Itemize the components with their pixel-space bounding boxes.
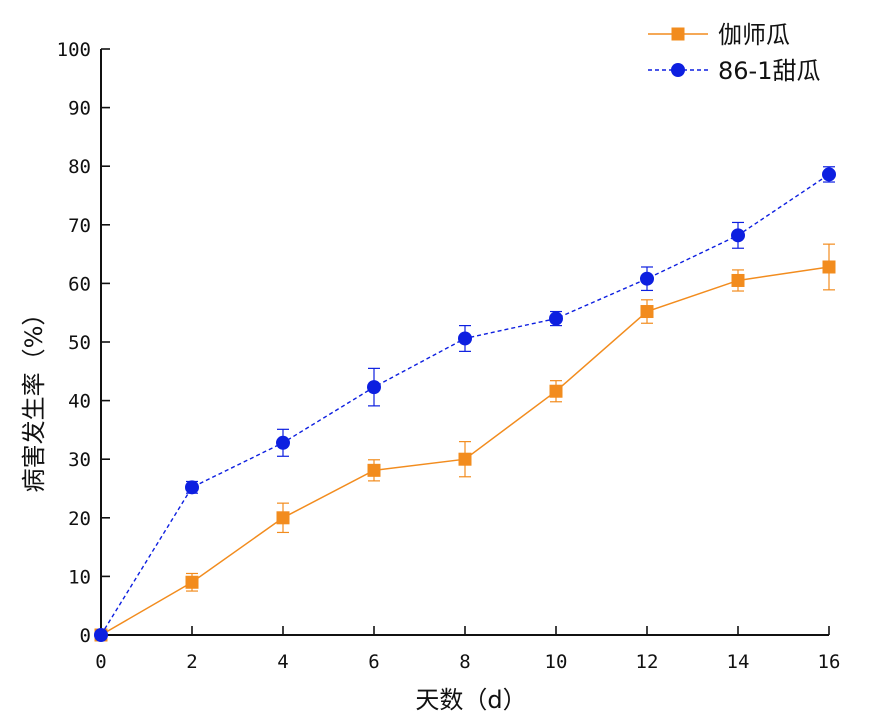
y-tick-label: 60: [68, 273, 91, 295]
y-tick-label: 10: [68, 566, 91, 588]
data-point: [458, 452, 472, 466]
data-point: [731, 228, 745, 243]
x-tick-label: 2: [186, 651, 197, 673]
y-tick-label: 80: [68, 156, 91, 178]
x-tick-label: 10: [545, 651, 568, 673]
y-tick-label: 70: [68, 215, 91, 237]
x-tick-label: 6: [368, 651, 379, 673]
legend-item-jiashi-melon: 伽师瓜: [648, 21, 790, 49]
data-point: [731, 273, 745, 287]
data-point: [185, 575, 199, 589]
legend-label-jiashi-melon: 伽师瓜: [718, 21, 790, 49]
legend-marker-86-1-melon: [671, 63, 685, 77]
data-point: [94, 628, 108, 642]
x-tick-label: 12: [636, 651, 659, 673]
x-tick-label: 16: [818, 651, 841, 673]
y-tick-label: 90: [68, 98, 91, 120]
legend: 伽师瓜 86-1甜瓜: [648, 21, 820, 85]
y-axis-title: 病害发生率（%）: [20, 302, 48, 493]
x-tick-label: 0: [95, 651, 106, 673]
y-tick-label: 30: [68, 449, 91, 471]
y-tick-label: 100: [57, 39, 91, 61]
data-point: [549, 311, 563, 326]
y-tick-label: 0: [80, 625, 91, 647]
data-point: [458, 331, 472, 346]
legend-marker-jiashi-melon: [671, 27, 685, 41]
x-tick-label: 14: [727, 651, 750, 673]
x-tick-label: 8: [459, 651, 470, 673]
series-line: [100, 173, 830, 636]
legend-item-86-1-melon: 86-1甜瓜: [648, 57, 820, 85]
data-point: [276, 511, 290, 525]
data-point: [276, 435, 290, 450]
series-1: [94, 166, 836, 642]
data-point: [822, 167, 836, 182]
series-0: [94, 243, 836, 642]
data-point: [367, 380, 381, 395]
y-tick-label: 40: [68, 391, 91, 413]
data-series: [94, 166, 836, 642]
data-point: [640, 305, 654, 319]
y-tick-label: 50: [68, 332, 91, 354]
data-point: [822, 260, 836, 274]
data-point: [367, 463, 381, 477]
y-tick-label: 20: [68, 508, 91, 530]
x-tick-label: 4: [277, 651, 288, 673]
legend-label-86-1-melon: 86-1甜瓜: [718, 57, 820, 85]
data-point: [640, 271, 654, 286]
x-axis-title: 天数（d）: [415, 686, 526, 714]
axis-ticks: 0 10 20 30 40 50 60 70 80 90 100 0 2 4 6 8 10 12 14 16: [57, 39, 841, 673]
data-point: [549, 384, 563, 398]
data-point: [185, 480, 199, 495]
